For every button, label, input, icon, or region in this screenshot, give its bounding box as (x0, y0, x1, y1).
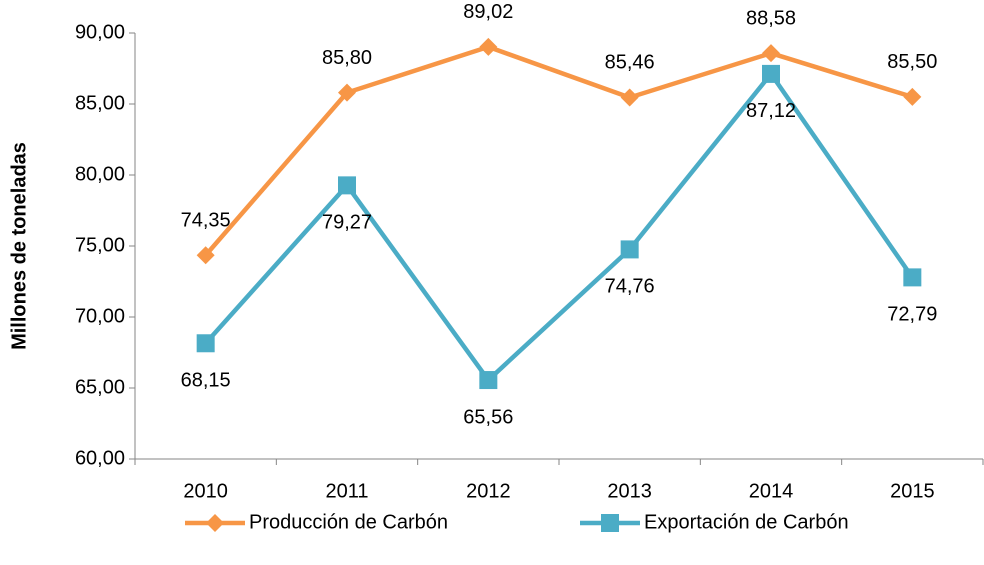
x-tick-label: 2015 (890, 480, 935, 502)
data-point (620, 88, 639, 107)
y-tick-label: 65,00 (75, 376, 125, 398)
data-point (196, 334, 215, 353)
data-point (903, 268, 922, 287)
data-point (338, 83, 356, 102)
x-tick-label: 2013 (607, 480, 652, 502)
data-point (479, 371, 498, 390)
data-label: 87,12 (746, 100, 796, 122)
y-tick-label: 75,00 (75, 234, 125, 256)
x-tick-label: 2014 (749, 480, 794, 502)
x-tick-label: 2012 (466, 480, 511, 502)
data-point (762, 64, 780, 83)
y-tick-label: 60,00 (75, 447, 125, 469)
data-label: 74,35 (181, 210, 231, 232)
data-point (762, 44, 780, 63)
y-tick-label: 70,00 (75, 305, 125, 327)
series-line (203, 44, 913, 257)
legend-label: Exportación de Carbón (644, 511, 849, 533)
legend-marker (206, 514, 224, 532)
data-label: 85,80 (322, 47, 372, 69)
data-label: 68,15 (181, 370, 231, 392)
y-tick-label: 85,00 (75, 92, 125, 114)
data-point (196, 246, 215, 265)
data-point (479, 37, 498, 56)
y-axis-label: Millones de toneladas (8, 142, 30, 350)
data-point (338, 176, 356, 195)
data-point (620, 240, 639, 259)
x-tick-label: 2011 (325, 480, 368, 502)
data-label: 85,50 (887, 51, 937, 73)
y-tick-label: 80,00 (75, 163, 125, 185)
data-point (903, 87, 922, 106)
data-label: 85,46 (605, 52, 655, 74)
data-label: 72,79 (887, 304, 937, 326)
data-label: 88,58 (746, 7, 796, 29)
data-label: 74,76 (605, 276, 655, 298)
series-line (203, 71, 915, 383)
x-tick-label: 2010 (183, 480, 228, 502)
data-label: 89,02 (463, 1, 513, 23)
y-tick-label: 90,00 (75, 21, 125, 43)
data-label: 65,56 (463, 406, 513, 428)
legend-marker (601, 514, 619, 532)
legend-label: Producción de Carbón (249, 511, 448, 533)
data-label: 79,27 (322, 212, 372, 234)
